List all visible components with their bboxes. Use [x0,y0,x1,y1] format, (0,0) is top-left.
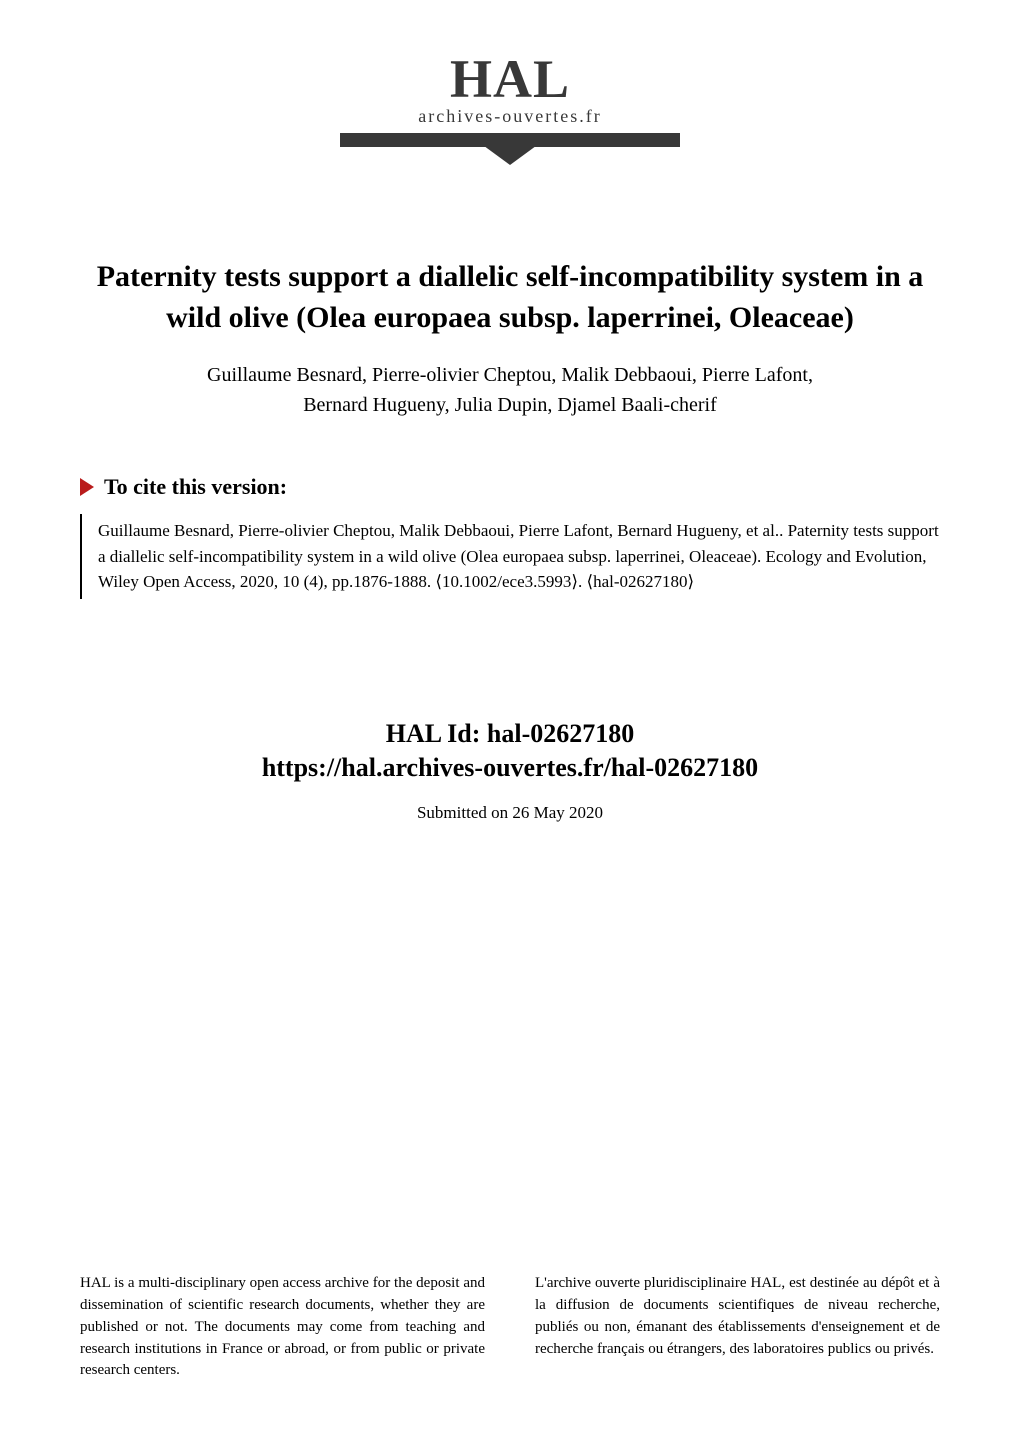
cite-heading-row: To cite this version: [80,474,940,500]
footer-right-column: L'archive ouverte pluridisciplinaire HAL… [535,1273,940,1382]
paper-title: Paternity tests support a diallelic self… [80,257,940,338]
hal-logo: HAL archives-ouvertes.fr [340,48,680,147]
hal-logo-block: HAL archives-ouvertes.fr [0,0,1020,147]
logo-underline-icon [340,133,680,147]
paper-authors: Guillaume Besnard, Pierre-olivier Chepto… [80,360,940,420]
logo-main-text: HAL [340,48,680,110]
cite-block: To cite this version: Guillaume Besnard,… [80,474,940,599]
authors-line-2: Bernard Hugueny, Julia Dupin, Djamel Baa… [80,390,940,420]
footer-block: HAL is a multi-disciplinary open access … [80,1273,940,1382]
logo-subtitle: archives-ouvertes.fr [340,106,680,127]
title-block: Paternity tests support a diallelic self… [80,257,940,420]
cite-body: Guillaume Besnard, Pierre-olivier Chepto… [80,514,940,599]
authors-line-1: Guillaume Besnard, Pierre-olivier Chepto… [80,360,940,390]
hal-id-block: HAL Id: hal-02627180 https://hal.archive… [0,719,1020,823]
submitted-date: Submitted on 26 May 2020 [0,803,1020,823]
hal-id: HAL Id: hal-02627180 [0,719,1020,749]
footer-left-column: HAL is a multi-disciplinary open access … [80,1273,485,1382]
hal-url[interactable]: https://hal.archives-ouvertes.fr/hal-026… [0,753,1020,783]
cite-heading: To cite this version: [104,474,287,500]
triangle-icon [80,478,94,496]
